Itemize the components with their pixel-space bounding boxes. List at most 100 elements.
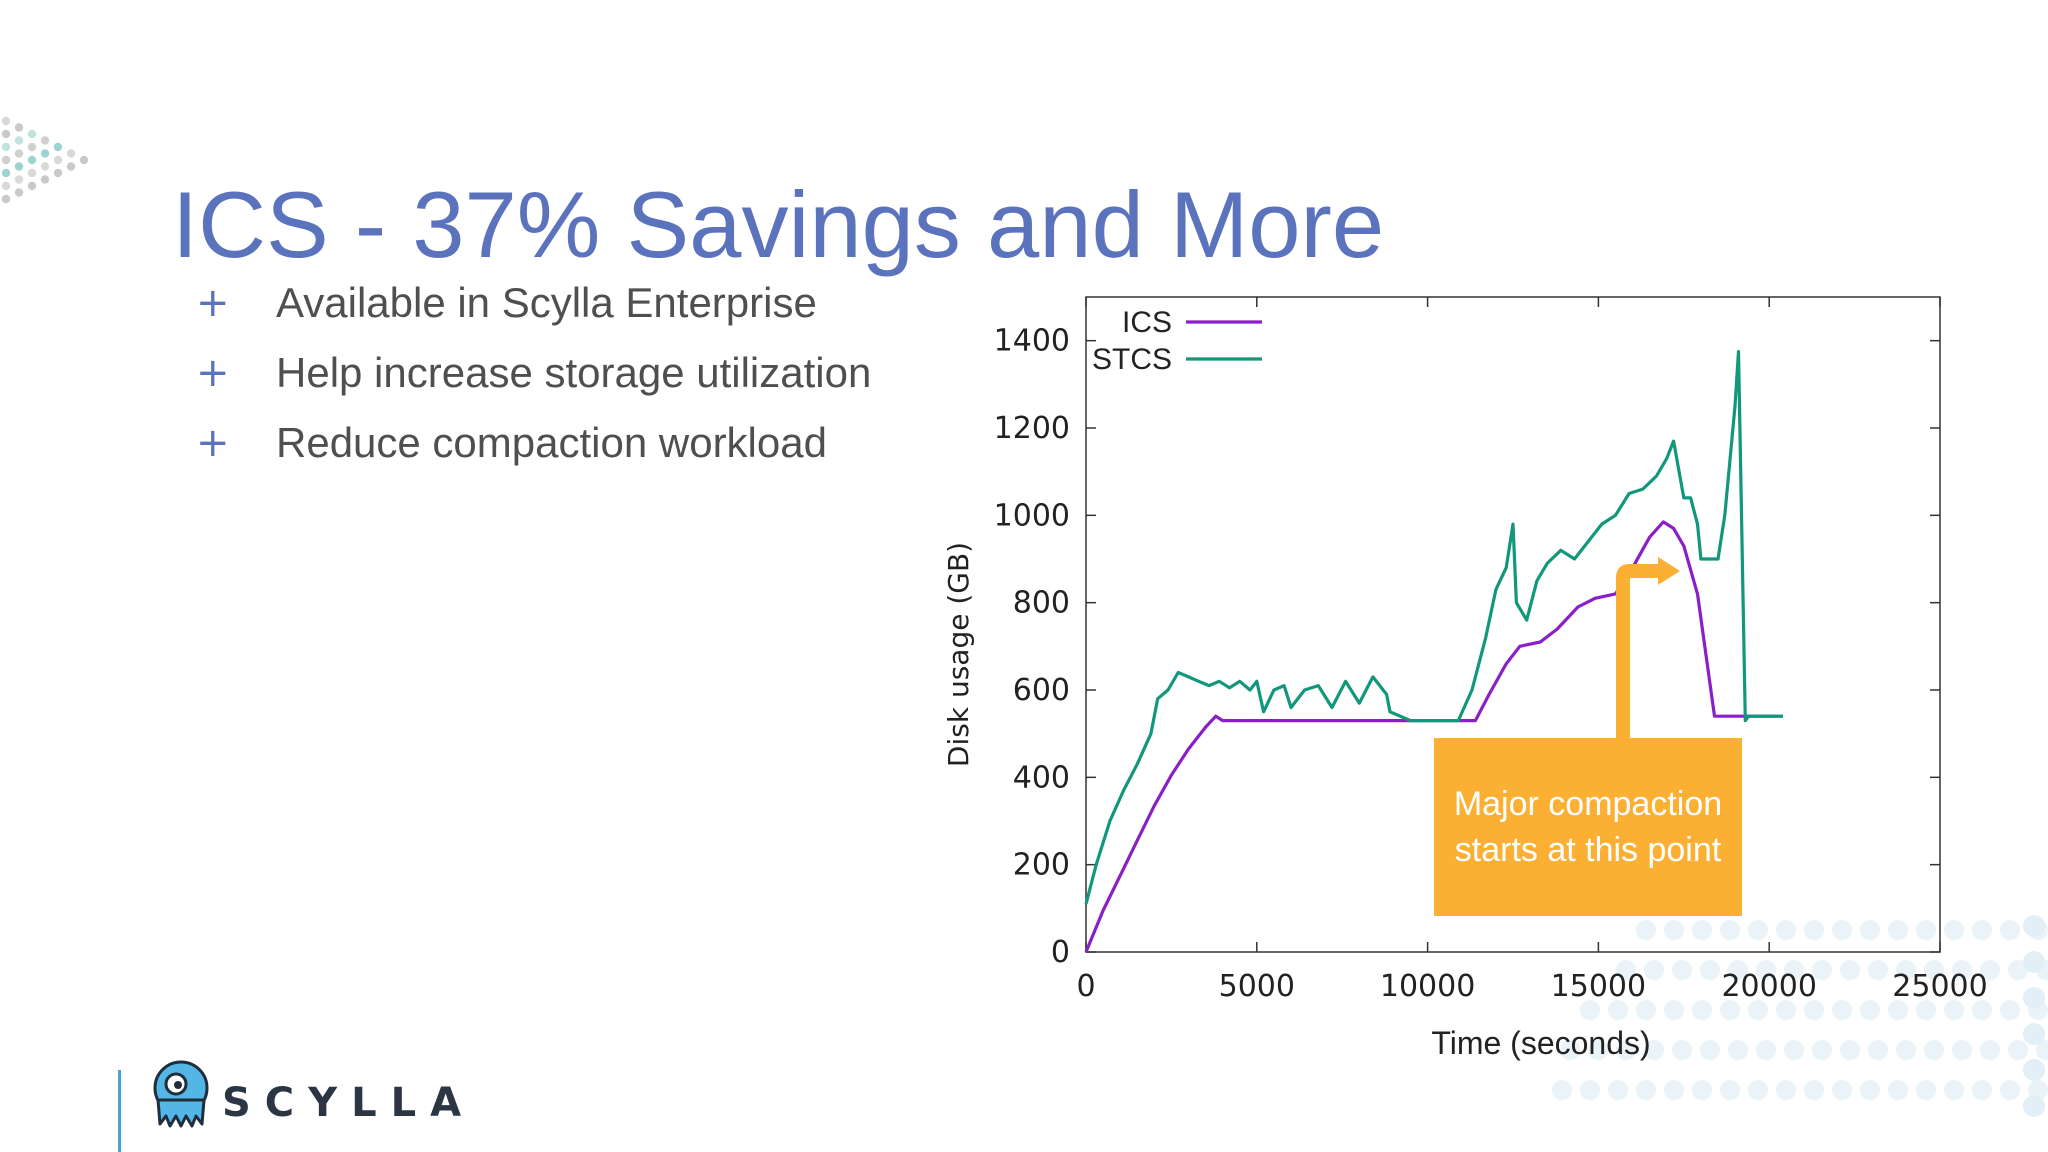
callout-line: Major compaction <box>1453 785 1723 823</box>
deco-dot <box>1888 1080 1908 1100</box>
deco-dot <box>53 142 63 152</box>
deco-dot <box>1952 1040 1972 1060</box>
deco-dot <box>1692 920 1712 940</box>
deco-dot <box>14 188 24 197</box>
deco-dot <box>1608 1000 1628 1020</box>
deco-dot <box>40 136 50 145</box>
plus-icon: + <box>196 420 230 466</box>
deco-dot <box>1972 1080 1992 1100</box>
deco-dot <box>1588 1040 1608 1060</box>
deco-dot <box>1 142 11 152</box>
deco-dot <box>2028 1080 2048 1100</box>
deco-dot <box>1784 1040 1804 1060</box>
deco-dot <box>1888 1000 1908 1020</box>
legend-label: STCS <box>1092 343 1172 376</box>
deco-dot <box>1692 1000 1712 1020</box>
bullet-item: + Help increase storage utilization <box>196 338 871 408</box>
deco-dot <box>2000 1080 2020 1100</box>
deco-dot <box>1608 1080 1628 1100</box>
callout-line: starts at this point <box>1454 831 1722 869</box>
deco-dot <box>53 155 63 165</box>
deco-dot <box>1804 1080 1824 1100</box>
deco-dot <box>66 162 76 171</box>
deco-dot <box>1756 960 1776 980</box>
deco-dot <box>1672 960 1692 980</box>
deco-dot <box>1944 920 1964 940</box>
plot-frame <box>1085 296 1941 953</box>
deco-dot <box>1664 920 1684 940</box>
y-tick-label: 1200 <box>994 411 1070 446</box>
deco-dot <box>1644 960 1664 980</box>
y-tick-label: 1400 <box>994 324 1070 359</box>
deco-dot <box>1804 920 1824 940</box>
deco-dot <box>1804 1000 1824 1020</box>
deco-dot <box>1664 1080 1684 1100</box>
deco-dot <box>1664 1000 1684 1020</box>
deco-dot <box>2023 1095 2045 1117</box>
series-line-stcs <box>1084 350 1783 905</box>
y-tick-label: 400 <box>1013 760 1070 795</box>
deco-dot <box>27 129 37 139</box>
deco-dot <box>1728 1040 1748 1060</box>
deco-dot <box>1916 1080 1936 1100</box>
plus-icon: + <box>196 350 230 396</box>
deco-dot <box>1616 960 1636 980</box>
bullet-list: + Available in Scylla Enterprise + Help … <box>196 268 871 478</box>
deco-dot <box>1840 1040 1860 1060</box>
deco-dot <box>2023 1023 2045 1045</box>
major-compaction-callout: Major compaction starts at this point <box>1434 738 1742 916</box>
bullet-item: + Available in Scylla Enterprise <box>196 268 871 338</box>
y-axis-label: Disk usage (GB) <box>942 542 975 767</box>
deco-dot <box>1748 1000 1768 1020</box>
deco-dot <box>1692 1080 1712 1100</box>
dot-pattern-bottom-right <box>1552 915 2048 1117</box>
deco-dot <box>1868 960 1888 980</box>
deco-dot <box>1924 1040 1944 1060</box>
x-tick-label: 10000 <box>1380 969 1475 1004</box>
deco-dot <box>2023 951 2045 973</box>
deco-dot <box>2023 987 2045 1009</box>
series-line-ics <box>1084 520 1783 953</box>
deco-dot <box>2000 1000 2020 1020</box>
deco-dot <box>1916 1000 1936 1020</box>
deco-dot <box>1580 1080 1600 1100</box>
deco-dot <box>1916 920 1936 940</box>
deco-dot <box>14 175 24 184</box>
deco-dot <box>1972 1000 1992 1020</box>
y-tick-label: 200 <box>1013 848 1070 883</box>
deco-dot <box>40 162 50 171</box>
deco-dot <box>1748 1080 1768 1100</box>
x-tick-label: 0 <box>1076 969 1095 1004</box>
bullet-item: + Reduce compaction workload <box>196 408 871 478</box>
x-axis-label: Time (seconds) <box>1431 1025 1650 1061</box>
deco-dot <box>1756 1040 1776 1060</box>
bullet-text: Reduce compaction workload <box>276 419 827 466</box>
deco-dot <box>1944 1000 1964 1020</box>
deco-dot <box>2008 960 2028 980</box>
deco-dot <box>1784 960 1804 980</box>
y-tick-label: 800 <box>1013 586 1070 621</box>
deco-dot <box>40 175 50 184</box>
deco-dot <box>2023 915 2045 937</box>
deco-dot <box>1580 1000 1600 1020</box>
deco-dot <box>1896 960 1916 980</box>
deco-dot <box>1832 1080 1852 1100</box>
deco-dot <box>27 142 37 152</box>
logo-divider <box>118 1070 121 1152</box>
deco-dot <box>1720 1000 1740 1020</box>
deco-dot <box>1832 1000 1852 1020</box>
deco-dot <box>14 162 24 171</box>
deco-dot <box>1944 1080 1964 1100</box>
deco-dot <box>1888 920 1908 940</box>
slide-title: ICS - 37% Savings and More <box>172 171 1385 277</box>
deco-dot <box>1776 920 1796 940</box>
deco-dot <box>2000 920 2020 940</box>
scylla-monster-icon <box>153 1060 209 1128</box>
y-tick-label: 600 <box>1013 673 1070 708</box>
deco-dot <box>1860 920 1880 940</box>
deco-dot <box>1644 1040 1664 1060</box>
deco-dot <box>1812 960 1832 980</box>
deco-dot <box>1720 1080 1740 1100</box>
deco-dot <box>1860 1000 1880 1020</box>
